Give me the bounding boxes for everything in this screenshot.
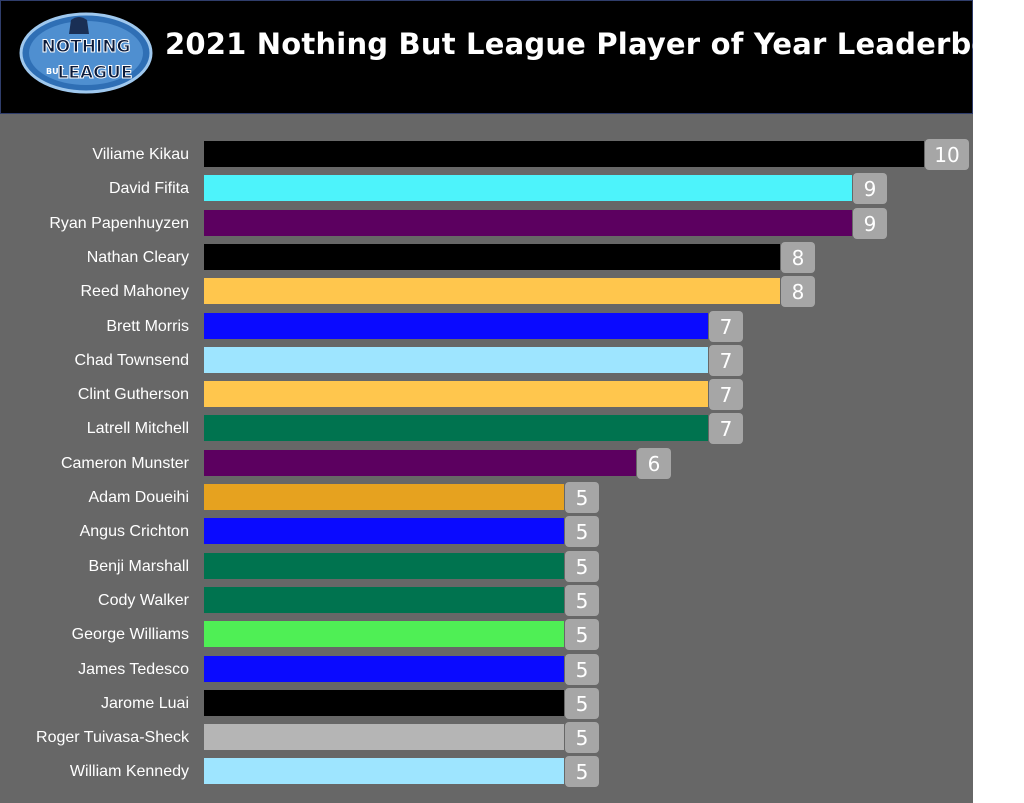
data-label: 8 — [792, 280, 805, 304]
category-label: Clint Gutherson — [78, 386, 189, 403]
category-label: Brett Morris — [106, 318, 189, 335]
value-badge — [565, 688, 599, 719]
data-label: 5 — [576, 658, 589, 682]
value-badge — [709, 345, 743, 376]
category-label: Reed Mahoney — [80, 283, 189, 300]
category-label: Jarome Luai — [101, 695, 189, 712]
bar — [204, 553, 564, 579]
bar — [204, 381, 708, 407]
value-badge — [565, 722, 599, 753]
category-label: Nathan Cleary — [87, 249, 189, 266]
category-label: Cody Walker — [98, 592, 190, 609]
category-label: Cameron Munster — [61, 455, 190, 472]
value-badge — [565, 654, 599, 685]
bar — [204, 621, 564, 647]
bar — [204, 278, 780, 304]
category-label: Viliame Kikau — [92, 146, 189, 163]
page-title: 2021 Nothing But League Player of Year L… — [165, 27, 1024, 61]
chart-area: Viliame Kikau 10 David Fifita 9 Ryan Papenhu… — [0, 114, 973, 803]
data-label: 5 — [576, 692, 589, 716]
category-label: Benji Marshall — [89, 558, 189, 575]
bar — [204, 450, 636, 476]
category-label: Adam Doueihi — [89, 489, 190, 506]
value-badge — [565, 516, 599, 547]
value-badge — [781, 276, 815, 307]
data-label: 9 — [864, 177, 877, 201]
category-label: James Tedesco — [78, 661, 189, 678]
value-badge — [853, 173, 887, 204]
value-badge — [853, 208, 887, 239]
value-badge — [565, 619, 599, 650]
category-label: Angus Crichton — [80, 523, 189, 540]
category-label: Ryan Papenhuyzen — [49, 215, 189, 232]
data-label: 7 — [720, 383, 733, 407]
header-banner: NOTHING BUT LEAGUE 2021 Nothing But Leag… — [0, 0, 1024, 114]
data-label: 6 — [648, 452, 661, 476]
data-label: 7 — [720, 315, 733, 339]
value-badge — [565, 482, 599, 513]
data-label: 10 — [934, 143, 959, 167]
bar — [204, 690, 564, 716]
bar — [204, 656, 564, 682]
nothing-but-league-logo: NOTHING BUT LEAGUE — [19, 12, 153, 94]
bar — [204, 484, 564, 510]
svg-text:BUT: BUT — [46, 67, 65, 76]
value-badge — [709, 379, 743, 410]
bar — [204, 724, 564, 750]
data-label: 5 — [576, 555, 589, 579]
category-label: Latrell Mitchell — [87, 420, 189, 437]
data-label: 9 — [864, 212, 877, 236]
bar — [204, 518, 564, 544]
svg-text:NOTHING: NOTHING — [41, 37, 130, 57]
bar — [204, 141, 924, 167]
data-label: 5 — [576, 486, 589, 510]
data-label: 7 — [720, 349, 733, 373]
data-label: 5 — [576, 520, 589, 544]
data-label: 7 — [720, 417, 733, 441]
bar — [204, 210, 852, 236]
bar — [204, 347, 708, 373]
category-label: William Kennedy — [70, 763, 189, 780]
leaderboard-bar-chart: Viliame Kikau 10 David Fifita 9 Ryan Papenhu… — [36, 139, 969, 787]
bar — [204, 415, 708, 441]
value-badge — [781, 242, 815, 273]
svg-text:LEAGUE: LEAGUE — [58, 63, 133, 83]
bar — [204, 587, 564, 613]
value-badge — [637, 448, 671, 479]
bar — [204, 758, 564, 784]
bar — [204, 175, 852, 201]
bar — [204, 244, 780, 270]
value-badge — [709, 413, 743, 444]
value-badge — [709, 311, 743, 342]
value-badge — [925, 139, 969, 170]
data-label: 5 — [576, 589, 589, 613]
data-label: 8 — [792, 246, 805, 270]
category-label: Roger Tuivasa-Sheck — [36, 729, 190, 746]
data-label: 5 — [576, 760, 589, 784]
category-label: George Williams — [72, 626, 189, 643]
value-badge — [565, 756, 599, 787]
category-label: Chad Townsend — [75, 352, 189, 369]
data-label: 5 — [576, 726, 589, 750]
bar — [204, 313, 708, 339]
data-label: 5 — [576, 623, 589, 647]
value-badge — [565, 551, 599, 582]
category-label: David Fifita — [109, 180, 189, 197]
value-badge — [565, 585, 599, 616]
